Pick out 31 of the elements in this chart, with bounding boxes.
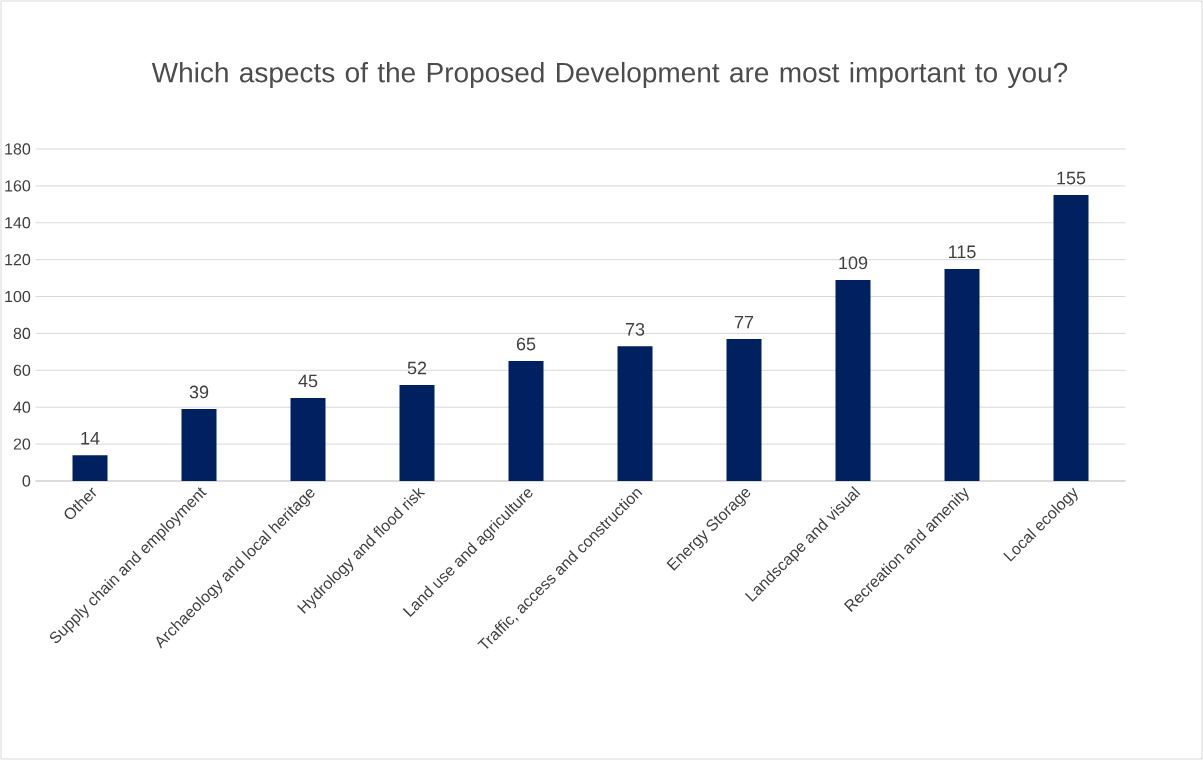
bar <box>726 338 762 481</box>
y-tick-label: 140 <box>5 217 31 229</box>
data-label: 14 <box>81 432 100 445</box>
bar <box>944 268 980 481</box>
data-label: 109 <box>839 256 868 270</box>
bar <box>1053 195 1089 481</box>
data-label: 65 <box>516 337 536 351</box>
bar <box>617 346 653 481</box>
data-label: 115 <box>949 245 976 259</box>
y-tick-label: 40 <box>13 401 31 413</box>
y-tick-label: 0 <box>22 475 31 487</box>
data-label: 39 <box>189 385 209 399</box>
y-tick-label: 120 <box>5 254 31 266</box>
data-label: 155 <box>1057 171 1086 185</box>
y-tick-label: 60 <box>13 364 31 376</box>
data-label: 73 <box>625 322 645 336</box>
bar <box>290 397 326 481</box>
y-tick-label: 160 <box>5 180 31 192</box>
bar <box>399 385 435 481</box>
data-label: 45 <box>298 374 318 388</box>
bar <box>835 279 871 481</box>
data-label: 77 <box>734 315 754 329</box>
data-label: 52 <box>407 361 427 375</box>
chart-title: Which aspects of the Proposed Development are most important to you? <box>151 61 1068 89</box>
y-tick-label: 20 <box>13 438 31 450</box>
y-tick-label: 100 <box>5 290 31 303</box>
bar <box>72 455 108 481</box>
y-tick-label: 180 <box>5 143 31 155</box>
bar <box>508 361 544 481</box>
bar <box>181 409 217 481</box>
y-tick-label: 80 <box>13 327 31 340</box>
